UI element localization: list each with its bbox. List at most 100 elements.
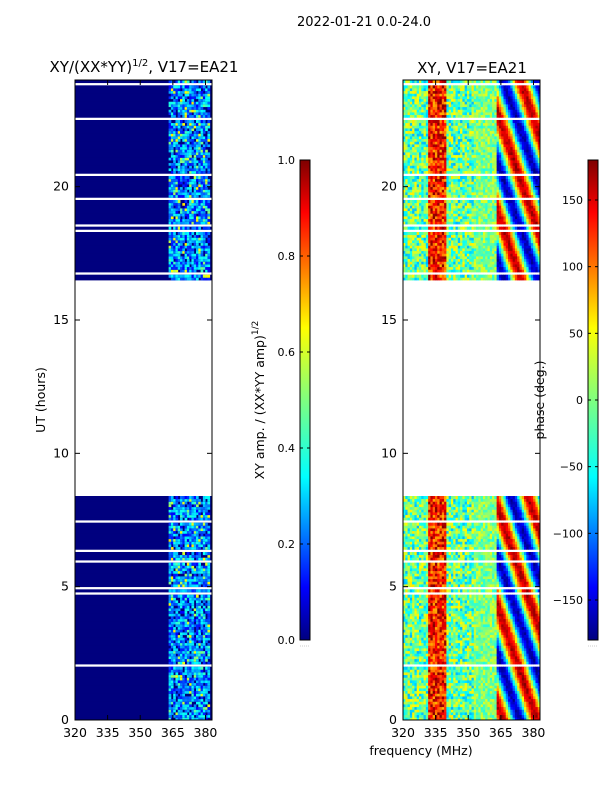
phase-cell — [528, 634, 532, 638]
amplitude-cell — [186, 208, 190, 212]
amplitude-cell — [177, 149, 181, 153]
amplitude-cell — [191, 552, 195, 556]
amplitude-cell — [173, 106, 176, 110]
phase-cell — [517, 666, 520, 670]
phase-cell — [428, 640, 431, 644]
amplitude-cell — [205, 125, 208, 129]
amplitude-cell — [175, 253, 179, 257]
phase-cell — [485, 640, 488, 644]
amplitude-cell — [182, 106, 185, 110]
phase-cell — [453, 701, 456, 705]
phase-cell — [480, 629, 484, 633]
phase-cell — [503, 616, 507, 620]
amplitude-cell — [173, 208, 176, 212]
phase-cell — [407, 648, 411, 652]
phase-cell — [521, 704, 525, 708]
phase-cell — [501, 677, 504, 681]
amplitude-cell — [173, 194, 176, 198]
phase-cell — [407, 706, 411, 710]
amplitude-cell — [205, 685, 208, 689]
amplitude-row — [75, 165, 212, 169]
phase-cell — [446, 712, 450, 716]
phase-cell — [432, 642, 436, 646]
phase-cell — [514, 618, 518, 622]
amplitude-cell — [202, 658, 206, 662]
phase-cell — [533, 656, 536, 660]
phase-cell — [407, 685, 411, 689]
amplitude-cell — [173, 554, 176, 558]
phase-cell — [446, 690, 450, 694]
phase-cell — [466, 706, 470, 710]
amplitude-cell — [173, 645, 176, 649]
amplitude-cell — [207, 528, 211, 532]
phase-cell — [535, 610, 539, 614]
amplitude-cell — [184, 205, 188, 209]
phase-cell — [455, 613, 459, 617]
amplitude-cell — [191, 101, 195, 105]
amplitude-cell — [173, 498, 176, 502]
amplitude-cell — [182, 581, 185, 585]
phase-cell — [519, 626, 523, 630]
phase-cell — [430, 605, 434, 609]
phase-cell — [476, 685, 479, 689]
phase-cell — [505, 682, 509, 686]
amplitude-cell — [198, 568, 201, 572]
phase-cell — [466, 693, 470, 697]
amplitude-cell — [207, 541, 211, 545]
amplitude-cell — [196, 128, 199, 132]
phase-cell — [478, 688, 482, 692]
phase-cell — [416, 706, 420, 710]
amplitude-cell — [196, 674, 199, 678]
amplitude-row — [75, 624, 212, 628]
phase-cell — [485, 637, 488, 641]
phase-cell — [446, 637, 450, 641]
amplitude-cell — [198, 80, 201, 84]
amplitude-cell — [177, 602, 181, 606]
phase-cell — [444, 637, 447, 641]
phase-cell — [407, 698, 411, 702]
phase-cell — [432, 616, 436, 620]
phase-cell — [469, 605, 472, 609]
amplitude-cell — [198, 501, 201, 505]
phase-cell — [403, 640, 406, 644]
phase-cell — [418, 626, 422, 630]
phase-cell — [533, 712, 536, 716]
amplitude-cell — [200, 618, 204, 622]
phase-cell — [441, 666, 445, 670]
phase-cell — [434, 658, 438, 662]
amplitude-cell — [173, 226, 176, 230]
amplitude-cell — [170, 205, 174, 209]
amplitude-cell — [168, 168, 172, 172]
phase-cell — [510, 680, 513, 684]
phase-cell — [503, 658, 507, 662]
phase-cell — [514, 656, 518, 660]
amplitude-cell — [196, 669, 199, 673]
amplitude-row — [75, 656, 212, 660]
phase-cell — [533, 704, 536, 708]
amplitude-cell — [186, 498, 190, 502]
amplitude-row — [75, 536, 212, 540]
phase-cell — [521, 616, 525, 620]
amplitude-cell — [168, 717, 172, 721]
amplitude-cell — [184, 85, 188, 89]
phase-cell — [421, 672, 424, 676]
phase-cell — [455, 616, 459, 620]
amplitude-cell — [207, 216, 211, 220]
amplitude-cell — [189, 242, 192, 246]
amplitude-cell — [193, 584, 197, 588]
phase-cell — [430, 682, 434, 686]
amplitude-cell — [168, 677, 172, 681]
amplitude-cell — [191, 685, 195, 689]
amplitude-cell — [200, 565, 204, 569]
phase-cell — [489, 661, 493, 665]
phase-cell — [512, 608, 516, 612]
amplitude-cell — [191, 618, 195, 622]
phase-cell — [407, 682, 411, 686]
phase-cell — [489, 618, 493, 622]
amplitude-cell — [177, 658, 181, 662]
phase-cell — [414, 680, 418, 684]
amplitude-cell — [207, 80, 211, 84]
phase-cell — [407, 690, 411, 694]
phase-cell — [494, 640, 498, 644]
amplitude-cell — [189, 682, 192, 686]
